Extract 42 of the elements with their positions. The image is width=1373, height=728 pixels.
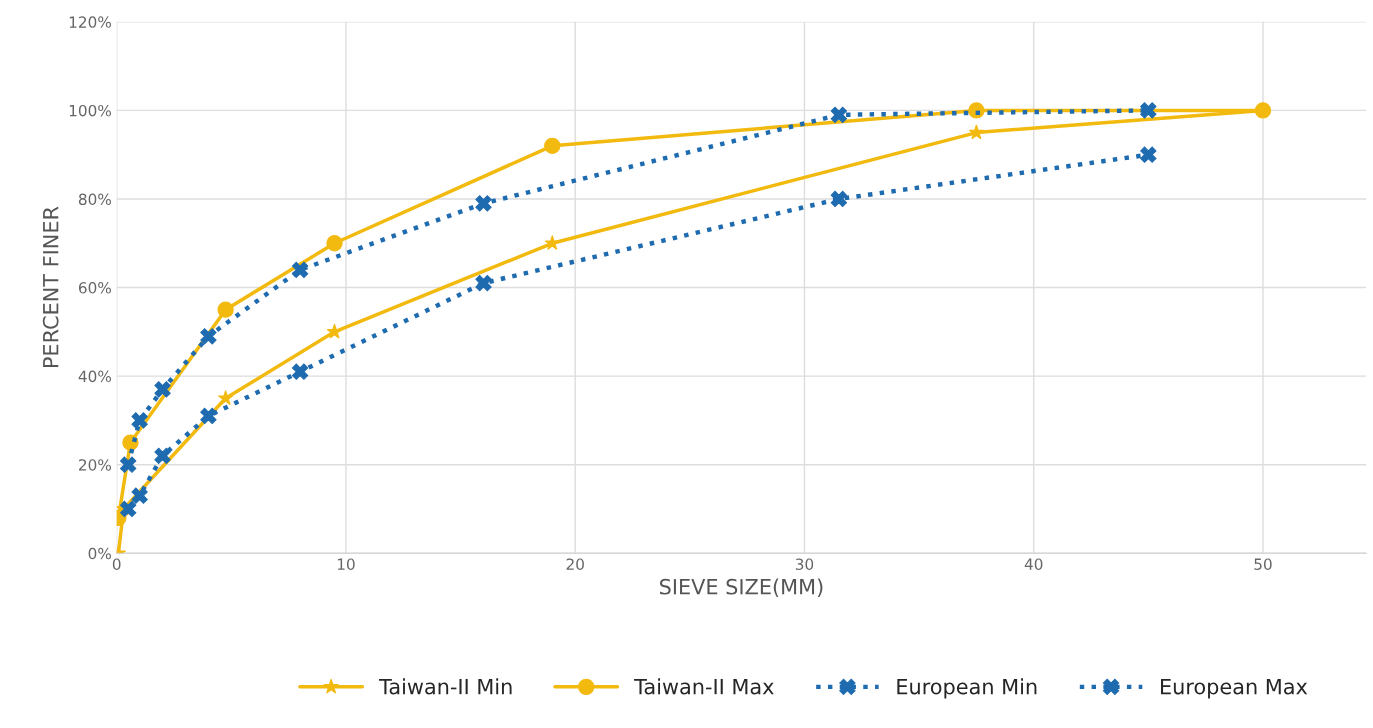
- point: [830, 106, 848, 123]
- point: [154, 447, 171, 465]
- point: [291, 261, 309, 278]
- y-tick-label: 0%: [88, 547, 111, 560]
- legend-label: European Max: [1161, 678, 1308, 699]
- x-tick-label: 50: [1254, 558, 1272, 570]
- x-tick-label: 40: [1024, 558, 1043, 570]
- point: [131, 412, 148, 429]
- point: [326, 235, 343, 252]
- point: [200, 407, 217, 425]
- point: [1140, 102, 1157, 119]
- point: [475, 195, 492, 212]
- y-tick-label: 60%: [78, 282, 111, 294]
- point: [291, 363, 309, 380]
- x-tick-label: 30: [795, 558, 814, 570]
- point: [154, 381, 171, 398]
- x-axis-title: SIEVE SIZE(MM): [660, 578, 823, 598]
- point: [544, 137, 561, 154]
- point: [120, 456, 137, 473]
- point: [475, 274, 492, 292]
- y-tick-label: 100%: [69, 104, 111, 117]
- point: [120, 500, 137, 518]
- y-tick-label: 40%: [78, 370, 111, 383]
- point: [200, 328, 217, 345]
- point: [217, 301, 234, 318]
- legend-label: European Min: [897, 678, 1037, 699]
- y-tick-label: 120%: [69, 16, 111, 28]
- point: [131, 487, 148, 504]
- x-tick-label: 20: [566, 558, 584, 570]
- point: [217, 390, 234, 405]
- x-tick-label: 10: [337, 558, 355, 570]
- point: [830, 190, 848, 208]
- legend-label: Taiwan-II Min: [379, 678, 512, 695]
- point: [326, 323, 343, 339]
- point: [1140, 146, 1157, 163]
- point: [968, 124, 985, 140]
- point: [968, 102, 985, 119]
- legend-label: Taiwan-II Max: [634, 678, 774, 695]
- y-axis-title: PERCENT FINER: [42, 206, 59, 368]
- y-tick-label: 80%: [78, 193, 111, 206]
- x-tick-label: 0: [112, 558, 121, 570]
- y-tick-label: 20%: [79, 459, 111, 471]
